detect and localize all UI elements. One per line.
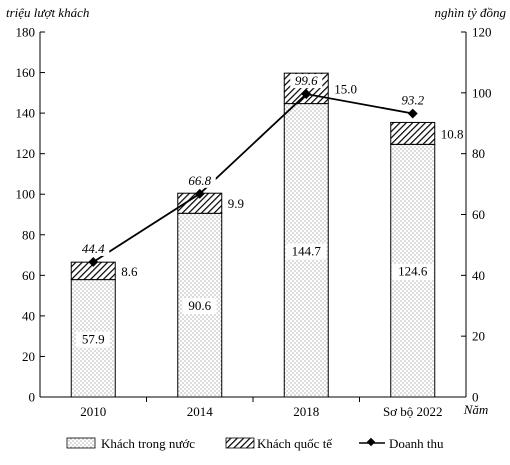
data-label-revenue: 44.4	[82, 241, 105, 256]
y2-tick-label: 0	[472, 390, 479, 405]
legend-swatch-international	[225, 437, 255, 449]
y-tick-label: 60	[22, 268, 35, 283]
data-label-bg	[392, 263, 434, 280]
y-tick-label: 120	[16, 146, 36, 161]
legend-label-revenue: Doanh thu	[389, 436, 444, 451]
y-axis-title: triệu lượt khách	[6, 5, 89, 20]
y-tick-label: 20	[22, 349, 35, 364]
data-label-bg	[183, 173, 216, 188]
data-label-bg	[76, 331, 111, 348]
y2-tick-label: 80	[472, 146, 485, 161]
y-tick-label: 180	[16, 25, 36, 40]
data-label-revenue: 93.2	[401, 93, 424, 108]
y-tick-label: 100	[16, 187, 36, 202]
y2-tick-label: 40	[472, 268, 485, 283]
marker-revenue	[194, 188, 205, 199]
data-label-bg	[182, 298, 217, 315]
data-label-international: 8.6	[121, 264, 138, 279]
legend-swatch-domestic	[66, 437, 96, 449]
data-label-domestic: 124.6	[398, 264, 428, 279]
y2-tick-label: 100	[472, 85, 492, 100]
x-tick-label: 2014	[187, 404, 214, 419]
y-tick-label: 0	[29, 390, 36, 405]
x-tick-label: 2018	[293, 404, 319, 419]
y2-tick-label: 20	[472, 329, 485, 344]
plot-area: 0 20 40 60 80 100 120 140 160 180 0 20 40 60 80 100 120 2…	[16, 25, 492, 420]
data-label-international: 9.9	[228, 196, 244, 211]
legend-marker-revenue	[366, 437, 376, 447]
legend-label-international: Khách quốc tế	[257, 436, 333, 451]
data-label-bg	[285, 243, 327, 260]
series-line-revenue	[92, 93, 413, 263]
marker-revenue	[407, 108, 418, 119]
data-label-international: 15.0	[334, 81, 357, 96]
y2-axis-title: nghìn tỷ đồng	[435, 5, 507, 20]
data-label-bg	[290, 74, 323, 89]
data-label-domestic: 57.9	[82, 331, 105, 346]
legend-label-domestic: Khách trong nước	[101, 436, 195, 451]
data-label-revenue: 99.6	[295, 73, 318, 88]
data-label-international: 10.8	[441, 126, 464, 141]
y2-tick-label: 120	[472, 25, 492, 40]
data-label-domestic: 90.6	[188, 298, 211, 313]
x-tick-label: Sơ bộ 2022	[383, 404, 443, 419]
data-label-domestic: 144.7	[292, 243, 322, 258]
y2-tick-label: 60	[472, 207, 485, 222]
data-label-revenue: 66.8	[188, 173, 211, 188]
y-tick-label: 80	[22, 227, 35, 242]
bar-international	[390, 121, 436, 145]
y-tick-label: 40	[22, 308, 35, 323]
legend: Khách trong nước Khách quốc tế Doanh thu	[66, 436, 444, 451]
x-tick-label: 2010	[80, 404, 106, 419]
y-tick-label: 160	[16, 65, 36, 80]
data-label-bg	[396, 93, 429, 108]
x-axis-title: Năm	[463, 402, 489, 417]
data-label-bg	[77, 241, 110, 256]
y-tick-label: 140	[16, 106, 36, 121]
